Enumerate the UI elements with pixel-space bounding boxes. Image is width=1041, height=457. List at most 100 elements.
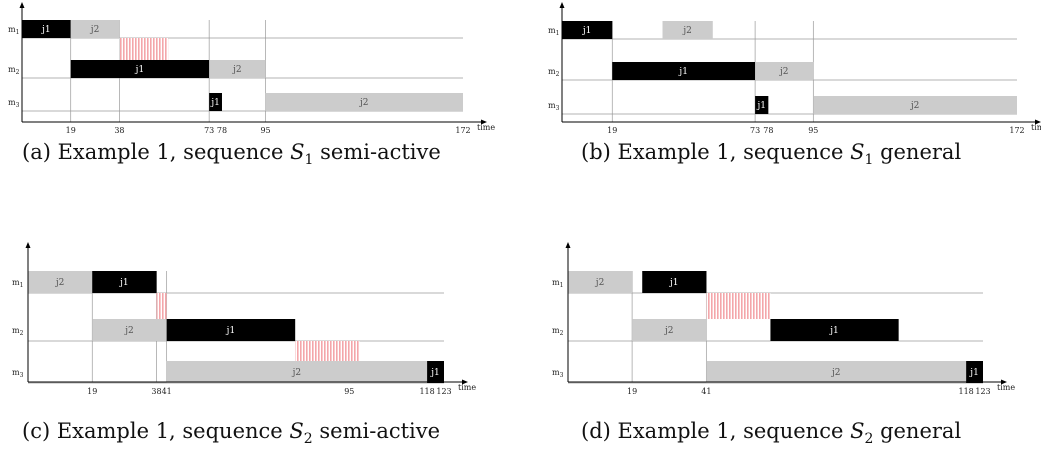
job-label: j1 xyxy=(969,368,979,378)
job-bar-j2 xyxy=(706,361,967,383)
axis-title: time xyxy=(458,383,476,392)
job-label: j1 xyxy=(430,368,440,378)
idle-time-block xyxy=(706,293,771,319)
job-label: j1 xyxy=(582,26,592,36)
job-bar-j1 xyxy=(22,20,71,38)
job-bar-j1 xyxy=(770,319,899,341)
job-label: j1 xyxy=(135,65,145,75)
job-bar-j1 xyxy=(92,271,157,293)
machine-label: m3 xyxy=(8,98,20,109)
tick-label: 73 xyxy=(204,126,214,135)
x-axis-arrow xyxy=(462,379,468,385)
job-bar-j2 xyxy=(813,96,1017,114)
job-label: j2 xyxy=(682,26,692,36)
tick-label: 73 xyxy=(750,126,760,135)
machine-label: m3 xyxy=(12,368,24,379)
job-label: j2 xyxy=(831,368,841,378)
job-label: j2 xyxy=(664,326,674,336)
job-label: j1 xyxy=(226,326,236,336)
gantt-panel-c: j2 j1 j2 j1 j2 j1 time 19 38 41 95 118 123 m1 m2 m3 xyxy=(12,242,476,396)
job-label: j1 xyxy=(41,25,51,35)
job-label: j1 xyxy=(669,278,679,288)
axis-title: time xyxy=(1031,123,1041,132)
job-label: j1 xyxy=(678,67,688,77)
y-axis-arrow xyxy=(559,2,565,8)
y-axis-arrow xyxy=(565,242,571,248)
tick-label: 19 xyxy=(607,126,617,135)
job-label: j1 xyxy=(756,101,766,111)
x-axis-arrow xyxy=(1035,119,1041,125)
job-label: j2 xyxy=(359,98,369,108)
job-bar-j1 xyxy=(427,361,444,383)
tick-label: 19 xyxy=(66,126,76,135)
tick-label: 19 xyxy=(627,387,637,396)
job-label: j2 xyxy=(90,25,100,35)
y-axis-arrow xyxy=(19,2,25,8)
tick-label: 118 xyxy=(958,387,973,396)
job-bar-j2 xyxy=(28,271,93,293)
machine-label: m2 xyxy=(8,65,20,76)
gantt-panel-a: j1 j2 j1 j2 j1 j2 time 19 38 73 78 95 172 m1 m2 m3 xyxy=(8,2,495,135)
tick-label: 123 xyxy=(436,387,451,396)
job-label: j2 xyxy=(55,278,65,288)
machine-label: m3 xyxy=(548,101,560,112)
job-label: j1 xyxy=(210,98,220,108)
tick-label: 41 xyxy=(701,387,711,396)
job-label: j1 xyxy=(119,278,129,288)
tick-label: 78 xyxy=(217,126,227,135)
idle-time-block xyxy=(119,38,169,60)
tick-label: 95 xyxy=(344,387,354,396)
tick-label: 38 xyxy=(151,387,161,396)
axis-title: time xyxy=(997,383,1015,392)
caption-a: (a) Example 1, sequence S1 semi-active xyxy=(22,140,441,169)
y-axis-arrow xyxy=(25,242,31,248)
axis-title: time xyxy=(477,123,495,132)
tick-label: 38 xyxy=(114,126,124,135)
tick-label: 123 xyxy=(975,387,990,396)
x-axis-arrow xyxy=(481,119,487,125)
tick-label: 19 xyxy=(87,387,97,396)
job-bar-j1 xyxy=(166,319,296,341)
job-label: j2 xyxy=(910,101,920,111)
job-bar-j1 xyxy=(612,62,756,80)
job-bar-j1 xyxy=(70,60,210,78)
gantt-panel-d: j2 j1 j2 j1 j2 j1 time 19 41 118 123 m1 m2 m3 xyxy=(552,242,1015,396)
caption-d: (d) Example 1, sequence S2 general xyxy=(581,419,962,448)
job-bar-j2 xyxy=(265,93,463,111)
job-bar-j2 xyxy=(568,271,633,293)
caption-b: (b) Example 1, sequence S1 general xyxy=(581,140,962,169)
machine-label: m2 xyxy=(552,326,564,337)
machine-label: m2 xyxy=(12,326,24,337)
machine-label: m1 xyxy=(548,26,559,37)
idle-time-block xyxy=(295,341,360,361)
job-bar-j2 xyxy=(166,361,428,383)
job-bar-j2 xyxy=(92,319,167,341)
tick-label: 95 xyxy=(808,126,818,135)
caption-c: (c) Example 1, sequence S2 semi-active xyxy=(22,419,441,448)
job-label: j2 xyxy=(232,65,242,75)
job-bar-j2 xyxy=(209,60,266,78)
machine-label: m1 xyxy=(8,25,19,36)
machine-label: m2 xyxy=(548,67,560,78)
job-bar-j2 xyxy=(632,319,707,341)
job-label: j2 xyxy=(779,67,789,77)
job-bar-j2 xyxy=(70,20,120,38)
job-bar-j1 xyxy=(755,96,769,114)
machine-label: m1 xyxy=(12,278,23,289)
tick-label: 172 xyxy=(455,126,470,135)
job-bar-j2 xyxy=(662,21,713,39)
job-label: j1 xyxy=(829,326,839,336)
job-bar-j2 xyxy=(755,62,814,80)
machine-label: m1 xyxy=(552,278,563,289)
job-label: j2 xyxy=(595,278,605,288)
tick-label: 118 xyxy=(419,387,434,396)
tick-label: 172 xyxy=(1009,126,1024,135)
x-axis-arrow xyxy=(1001,379,1007,385)
job-label: j2 xyxy=(292,368,302,378)
job-bar-j1 xyxy=(966,361,983,383)
job-bar-j1 xyxy=(642,271,707,293)
idle-time-block xyxy=(156,293,167,319)
machine-label: m3 xyxy=(552,368,564,379)
tick-label: 95 xyxy=(260,126,270,135)
